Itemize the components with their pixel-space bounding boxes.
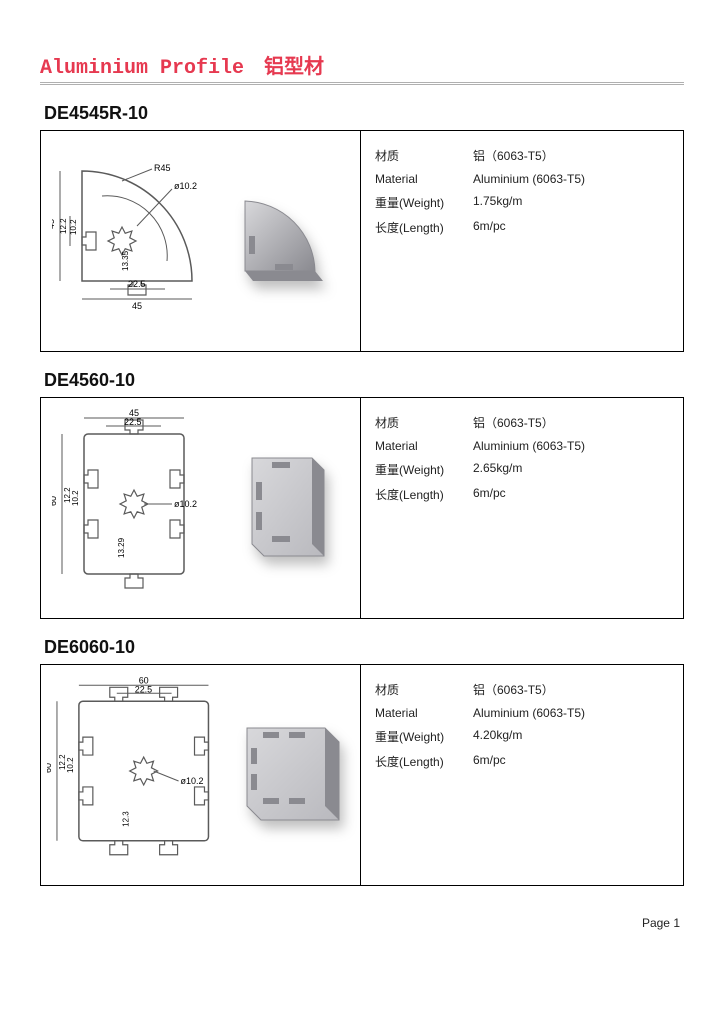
spec-label: 长度(Length) bbox=[375, 219, 455, 236]
spec-value: Aluminium (6063-T5) bbox=[473, 172, 669, 186]
page-number: Page 1 bbox=[642, 916, 680, 930]
spec-value: 铝（6063-T5） bbox=[473, 147, 669, 164]
svg-text:R45: R45 bbox=[154, 163, 171, 173]
spec-value: 2.65kg/m bbox=[473, 461, 669, 478]
render-3d bbox=[237, 718, 352, 833]
svg-text:60: 60 bbox=[52, 496, 58, 506]
technical-drawing: ø10.2 60 22.5 60 12.2 10.2 12.3 bbox=[47, 675, 226, 875]
render-box bbox=[230, 448, 350, 568]
render-3d bbox=[240, 448, 340, 568]
spec-row: 材质 铝（6063-T5） bbox=[375, 681, 669, 698]
technical-drawing: R45 ø10.2 45 12.2 10.2 13.35 45 22.5 bbox=[52, 151, 222, 331]
spec-label: 长度(Length) bbox=[375, 486, 455, 503]
svg-text:22.5: 22.5 bbox=[128, 279, 146, 289]
spec-value: 6m/pc bbox=[473, 486, 669, 503]
spec-label: 材质 bbox=[375, 147, 455, 164]
svg-text:ø10.2: ø10.2 bbox=[174, 499, 197, 509]
render-box bbox=[234, 715, 354, 835]
header-title-en: Aluminium Profile bbox=[40, 57, 244, 80]
profile-grid: ø10.2 60 22.5 60 12.2 10.2 12.3 材质 铝（606… bbox=[40, 664, 684, 886]
spec-value: 4.20kg/m bbox=[473, 728, 669, 745]
profile-spec-cell: 材质 铝（6063-T5） Material Aluminium (6063-T… bbox=[361, 665, 683, 885]
spec-row: 重量(Weight) 1.75kg/m bbox=[375, 194, 669, 211]
spec-row: Material Aluminium (6063-T5) bbox=[375, 439, 669, 453]
spec-value: 6m/pc bbox=[473, 753, 669, 770]
svg-text:22.5: 22.5 bbox=[124, 417, 142, 427]
spec-label: 重量(Weight) bbox=[375, 461, 455, 478]
render-3d bbox=[235, 186, 345, 296]
spec-row: 长度(Length) 6m/pc bbox=[375, 753, 669, 770]
spec-row: 重量(Weight) 2.65kg/m bbox=[375, 461, 669, 478]
spec-row: 长度(Length) 6m/pc bbox=[375, 486, 669, 503]
profile-visual-cell: ø10.2 45 22.5 60 12.2 10.2 13.29 bbox=[41, 398, 361, 618]
svg-text:13.35: 13.35 bbox=[121, 250, 130, 271]
spec-row: Material Aluminium (6063-T5) bbox=[375, 706, 669, 720]
spec-label: 重量(Weight) bbox=[375, 728, 455, 745]
svg-text:ø10.2: ø10.2 bbox=[174, 181, 197, 191]
svg-text:13.29: 13.29 bbox=[117, 537, 126, 558]
spec-row: 材质 铝（6063-T5） bbox=[375, 414, 669, 431]
spec-label: Material bbox=[375, 706, 455, 720]
svg-text:10.2: 10.2 bbox=[69, 219, 78, 235]
svg-text:60: 60 bbox=[47, 763, 53, 773]
spec-row: 长度(Length) 6m/pc bbox=[375, 219, 669, 236]
header-title-cn: 铝型材 bbox=[264, 50, 324, 79]
spec-label: Material bbox=[375, 172, 455, 186]
spec-label: 重量(Weight) bbox=[375, 194, 455, 211]
spec-row: 重量(Weight) 4.20kg/m bbox=[375, 728, 669, 745]
profile-spec-cell: 材质 铝（6063-T5） Material Aluminium (6063-T… bbox=[361, 131, 683, 351]
spec-label: 材质 bbox=[375, 414, 455, 431]
profile-visual-cell: R45 ø10.2 45 12.2 10.2 13.35 45 22.5 bbox=[41, 131, 361, 351]
spec-value: 6m/pc bbox=[473, 219, 669, 236]
svg-text:ø10.2: ø10.2 bbox=[181, 776, 204, 786]
profile-visual-cell: ø10.2 60 22.5 60 12.2 10.2 12.3 bbox=[41, 665, 361, 885]
technical-drawing: ø10.2 45 22.5 60 12.2 10.2 13.29 bbox=[52, 408, 222, 608]
svg-text:45: 45 bbox=[132, 301, 142, 311]
svg-text:45: 45 bbox=[52, 219, 56, 229]
spec-label: 材质 bbox=[375, 681, 455, 698]
svg-text:22.5: 22.5 bbox=[135, 684, 152, 694]
page-header: Aluminium Profile 铝型材 bbox=[40, 50, 684, 85]
profile-grid: R45 ø10.2 45 12.2 10.2 13.35 45 22.5 bbox=[40, 130, 684, 352]
profile-code: DE4560-10 bbox=[44, 370, 684, 391]
profile-block: DE6060-10 ø10.2 60 22.5 60 12.2 bbox=[40, 637, 684, 886]
svg-text:12.2: 12.2 bbox=[59, 218, 68, 234]
profile-spec-cell: 材质 铝（6063-T5） Material Aluminium (6063-T… bbox=[361, 398, 683, 618]
profile-grid: ø10.2 45 22.5 60 12.2 10.2 13.29 bbox=[40, 397, 684, 619]
profile-block: DE4545R-10 R45 ø10.2 45 12.2 10.2 13.35 … bbox=[40, 103, 684, 352]
svg-text:10.2: 10.2 bbox=[71, 490, 80, 506]
svg-text:12.3: 12.3 bbox=[122, 811, 131, 827]
profile-block: DE4560-10 ø10.2 45 22.5 60 12.2 bbox=[40, 370, 684, 619]
profile-code: DE4545R-10 bbox=[44, 103, 684, 124]
spec-value: 铝（6063-T5） bbox=[473, 681, 669, 698]
spec-value: 铝（6063-T5） bbox=[473, 414, 669, 431]
profile-code: DE6060-10 bbox=[44, 637, 684, 658]
spec-value: Aluminium (6063-T5) bbox=[473, 439, 669, 453]
render-box bbox=[230, 181, 350, 301]
spec-value: 1.75kg/m bbox=[473, 194, 669, 211]
spec-label: Material bbox=[375, 439, 455, 453]
spec-row: 材质 铝（6063-T5） bbox=[375, 147, 669, 164]
spec-value: Aluminium (6063-T5) bbox=[473, 706, 669, 720]
spec-label: 长度(Length) bbox=[375, 753, 455, 770]
svg-text:10.2: 10.2 bbox=[66, 757, 75, 773]
page-footer: Page 1 bbox=[40, 916, 684, 930]
spec-row: Material Aluminium (6063-T5) bbox=[375, 172, 669, 186]
